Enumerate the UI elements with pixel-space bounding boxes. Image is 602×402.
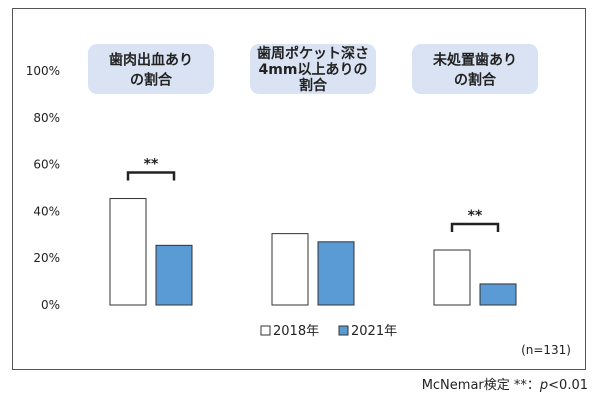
category-label: 割合 xyxy=(299,77,328,94)
footnote: McNemar検定 **：p<0.01 xyxy=(0,374,588,393)
legend: 2018年 2021年 xyxy=(260,324,397,339)
category-label: 歯周ポケット深さ xyxy=(257,45,369,62)
bar-series2 xyxy=(317,241,355,306)
bar-series2 xyxy=(479,283,517,306)
y-tick-label: 0% xyxy=(41,298,60,312)
category-box xyxy=(250,44,376,94)
y-tick-label: 100% xyxy=(26,64,60,78)
significance-label: ** xyxy=(468,208,483,224)
bar-chart: 0%20%40%60%80%100% 歯肉出血ありの割合歯周ポケット深さ4mm以… xyxy=(26,44,571,357)
category-label: の割合 xyxy=(454,71,497,88)
y-tick-label: 20% xyxy=(33,251,60,265)
significance-bracket xyxy=(450,222,500,233)
bar-series1 xyxy=(109,198,147,306)
bar-series2 xyxy=(155,244,193,306)
y-tick-label: 60% xyxy=(33,158,60,172)
footnote-threshold: <0.01 xyxy=(548,378,588,393)
category-box xyxy=(412,44,538,94)
category-label: 4mm以上ありの xyxy=(259,62,368,78)
y-tick-label: 80% xyxy=(33,111,60,125)
footnote-text: McNemar検定 **： xyxy=(421,378,540,393)
significance-markers: ** ** xyxy=(126,157,500,233)
significance-label: ** xyxy=(144,157,159,173)
sample-size-note: (n=131) xyxy=(521,343,571,357)
category-box xyxy=(88,44,214,94)
category-label: の割合 xyxy=(130,71,173,88)
legend-swatch xyxy=(338,325,349,336)
footnote-p: p xyxy=(539,378,549,393)
bar-series1 xyxy=(433,249,471,306)
significance-bracket xyxy=(126,171,176,181)
legend-label: 2021年 xyxy=(351,324,397,339)
y-tick-label: 40% xyxy=(33,204,60,218)
y-axis-ticks: 0% 20% 40% 60% 80% 100% xyxy=(26,64,60,312)
chart-frame: 0% 20% 40% 60% 80% 100% 歯肉出血あり の割合 歯周ポケット深さ 4mm以… xyxy=(12,8,586,370)
legend-swatch xyxy=(260,325,271,336)
legend-label: 2018年 xyxy=(273,324,319,339)
bar-series1 xyxy=(271,233,309,306)
bars xyxy=(109,198,517,306)
category-label: 未処置歯あり xyxy=(433,51,517,68)
category-label: 歯肉出血あり xyxy=(109,51,193,68)
